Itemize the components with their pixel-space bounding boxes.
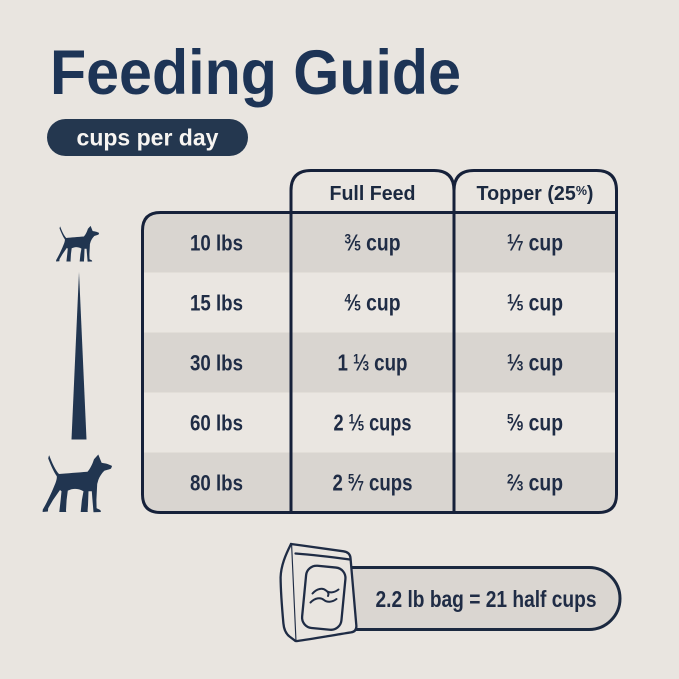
svg-text:1 1⁄3 cup: 1 1⁄3 cup bbox=[338, 350, 408, 376]
svg-text:1⁄3 cup: 1⁄3 cup bbox=[507, 350, 563, 376]
svg-text:2.2 lb bag = 21 half cups: 2.2 lb bag = 21 half cups bbox=[376, 586, 597, 612]
svg-text:30 lbs: 30 lbs bbox=[190, 351, 243, 376]
svg-text:3⁄5 cup: 3⁄5 cup bbox=[345, 230, 401, 256]
svg-text:1⁄5 cup: 1⁄5 cup bbox=[507, 290, 563, 316]
svg-text:4⁄5 cup: 4⁄5 cup bbox=[345, 290, 401, 316]
svg-text:5⁄9 cup: 5⁄9 cup bbox=[507, 410, 563, 436]
svg-text:2⁄3 cup: 2⁄3 cup bbox=[507, 470, 563, 496]
svg-text:2 5⁄7 cups: 2 5⁄7 cups bbox=[333, 470, 413, 496]
svg-text:60 lbs: 60 lbs bbox=[190, 411, 243, 436]
svg-text:80 lbs: 80 lbs bbox=[190, 471, 243, 496]
svg-text:cups per day: cups per day bbox=[77, 125, 219, 151]
svg-text:2 1⁄5 cups: 2 1⁄5 cups bbox=[334, 410, 412, 436]
svg-text:15 lbs: 15 lbs bbox=[190, 291, 243, 316]
svg-text:1⁄7 cup: 1⁄7 cup bbox=[507, 230, 563, 256]
svg-text:Full Feed: Full Feed bbox=[330, 182, 416, 205]
svg-text:Topper (25%): Topper (25%) bbox=[477, 182, 594, 205]
svg-text:10 lbs: 10 lbs bbox=[190, 231, 243, 256]
svg-text:Feeding Guide: Feeding Guide bbox=[50, 38, 461, 108]
